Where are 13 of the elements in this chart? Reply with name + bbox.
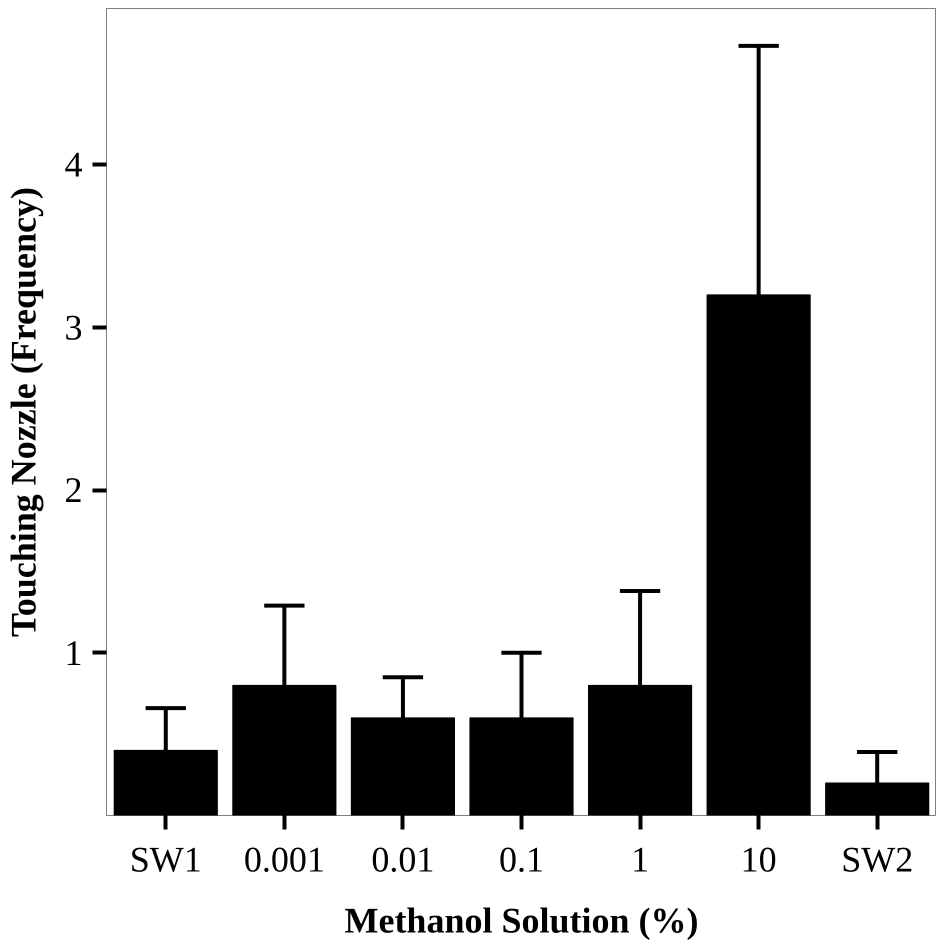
y-axis-title: Touching Nozzle (Frequency) — [4, 187, 44, 637]
y-tick-label: 1 — [64, 632, 82, 673]
x-axis-title: Methanol Solution (%) — [344, 900, 699, 940]
y-tick-label: 3 — [64, 307, 82, 348]
x-tick-label: 1 — [631, 840, 650, 880]
x-tick-label: 10 — [740, 840, 777, 880]
x-tick-label: SW2 — [841, 840, 914, 880]
x-tick-label: 0.001 — [244, 840, 325, 880]
x-tick-label: SW1 — [130, 840, 202, 880]
y-tick-label: 4 — [64, 144, 82, 185]
x-tick-label: 0.01 — [371, 840, 434, 880]
y-tick-label: 2 — [64, 470, 82, 510]
x-tick-label: 0.1 — [499, 840, 544, 880]
